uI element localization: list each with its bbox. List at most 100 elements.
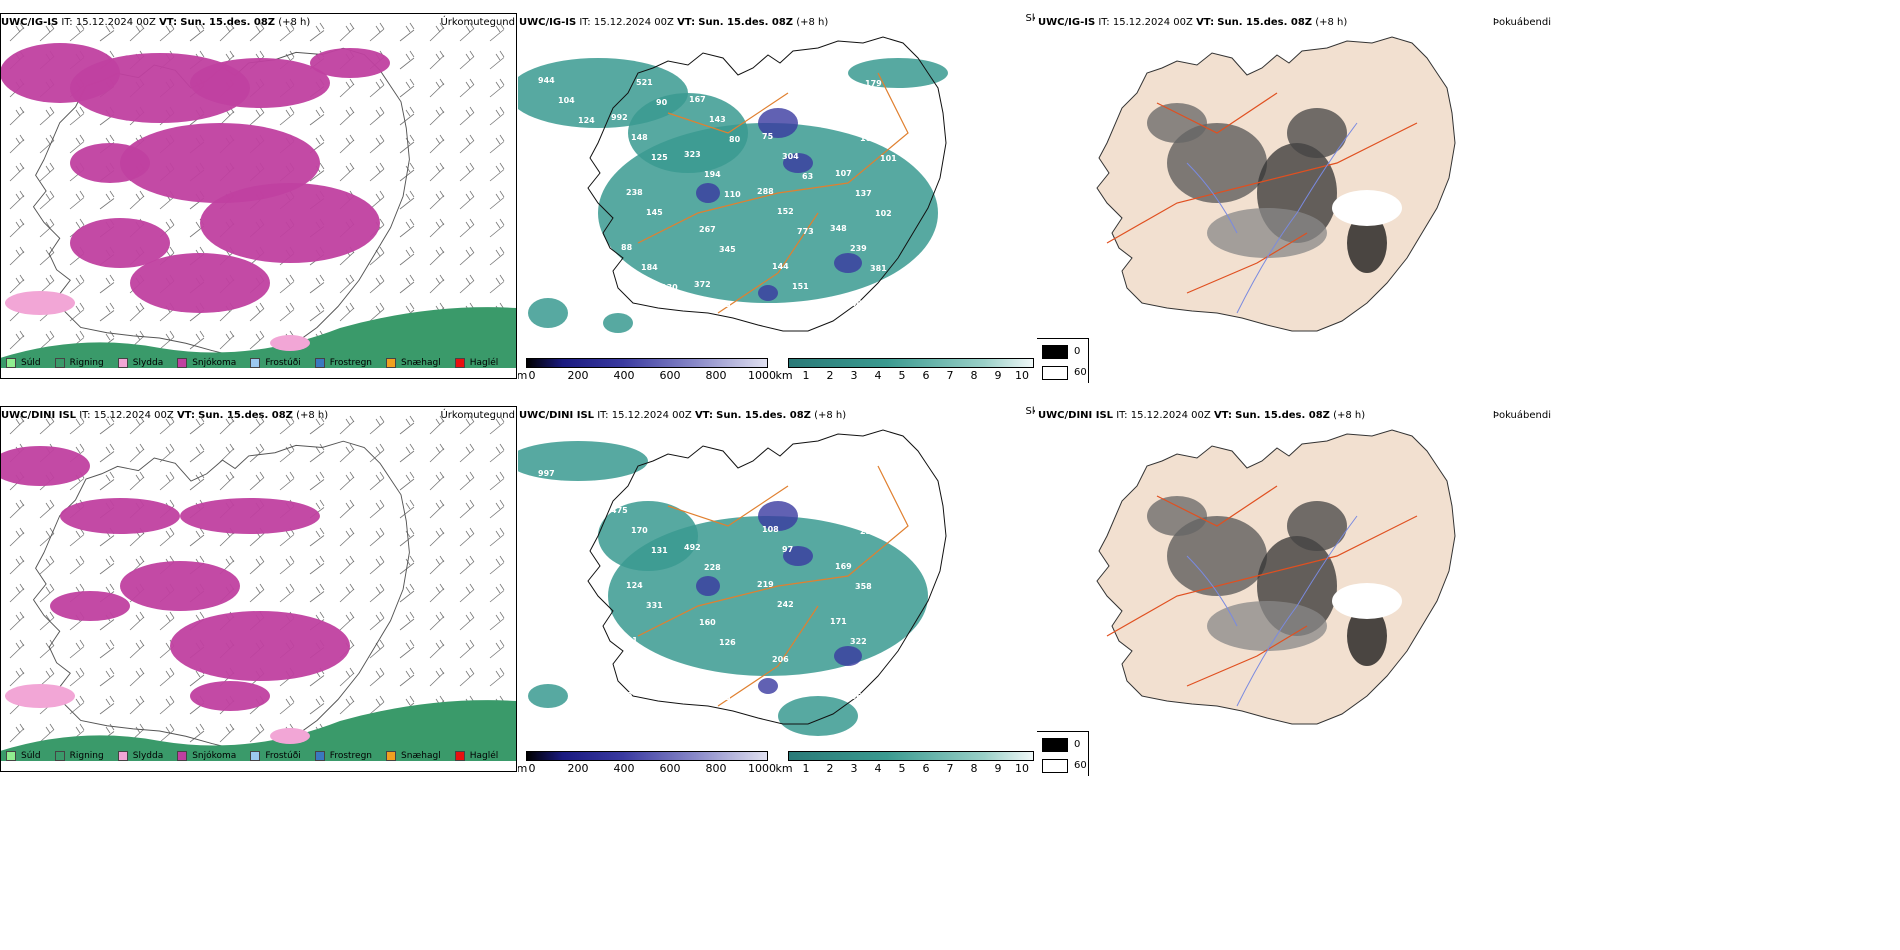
tick-label: 0 [528,762,536,775]
wind-barb [9,106,25,126]
wind-barb [489,162,505,182]
fog-area [1167,123,1267,203]
wind-barb [249,471,265,491]
visibility-value-label: 331 [621,636,638,645]
it-label: IT: [79,410,91,421]
visibility-value-label: 193 [578,509,595,518]
legend-item: Frostúði [250,751,301,761]
lead-time: (+8 h) [1315,17,1348,28]
map-canvas: 944 992 323 288 348 192 94 167 75 107 60 88 372 246 11… [518,36,948,333]
legend-label: Rigning [69,751,104,761]
lead-time: (+8 h) [814,410,847,421]
visibility-value-label: 143 [709,115,726,124]
visibility-value-label: 251 [636,471,653,480]
legend-swatch [177,358,188,368]
wind-barb [429,78,445,98]
fog-key-low: 60 [1074,760,1087,771]
wind-barb [429,499,445,519]
legend-label: Snæhagl [401,751,441,761]
visibility-value-label: 348 [830,224,847,233]
wind-barb [369,667,385,687]
model-name: UWC/IG-IS [1,17,59,28]
wind-barb [279,274,295,294]
map-canvas: 997 475 492 219 171 438 393 160 108 169 130 331 189 2… [518,429,947,736]
wind-barb [459,246,475,266]
wind-barb [309,274,325,294]
wind-barb [459,218,475,238]
visibility-unit: km [775,369,793,382]
visibility-value-label: 160 [689,488,706,497]
fog-key-dark [1042,738,1068,752]
visibility-value-label: 155 [714,300,731,309]
wind-barb [309,443,325,463]
visibility-value-label: 192 [543,261,560,270]
wind-barb [9,667,25,687]
wind-barb [459,471,475,491]
fog-key-light [1042,366,1068,380]
tick-label: 600 [659,762,681,775]
wind-barb [399,22,415,42]
wind-barb [399,246,415,266]
legend-label: Haglél [469,751,499,761]
visibility-value-label: 104 [558,96,575,105]
legend-swatch [6,358,16,368]
vt-value: Sun. 15.des. 08Z [698,17,794,28]
panel-title: Skyggni [1025,13,1035,24]
wind-barb [339,527,355,547]
wind-barb [369,499,385,519]
visibility-value-label: 124 [578,116,595,125]
visibility-value-label: 997 [538,469,555,478]
wind-barb [9,583,25,603]
wind-barb [69,415,85,435]
visibility-value-label: 166 [860,134,877,143]
wind-barb [399,274,415,294]
wind-barb [459,190,475,210]
visibility-colorbar [788,751,1034,761]
wind-barb [399,106,415,126]
road-network [637,72,909,314]
cloud-base-area [783,546,813,566]
panel-title: Úrkomutegund [440,17,515,28]
it-value: 15.12.2024 00Z [1112,17,1193,28]
wind-barb [489,667,505,687]
visibility-value-label: 148 [631,133,648,142]
wind-barb [39,611,55,631]
wind-barb [9,246,25,266]
fog-area [1347,606,1387,666]
wind-barb [309,471,325,491]
visibility-value-label: 130 [548,599,565,608]
wind-barb [339,274,355,294]
legend-item: Frostregn [314,751,372,761]
tick-label: 5 [898,369,906,382]
visibility-value-label: 381 [870,264,887,273]
visibility-value-label: 246 [767,77,784,86]
wind-barb [39,218,55,238]
wind-barb [339,415,355,435]
tick-label: 9 [994,762,1002,775]
wind-barb [369,555,385,575]
wind-barb [39,274,55,294]
legend-swatch [54,751,65,761]
wind-barb [279,555,295,575]
tick-label: 3 [850,762,858,775]
sleet-area [270,335,310,351]
visibility-value-label: 345 [719,245,736,254]
legend-swatch [454,358,465,368]
wind-barb [129,22,145,42]
snow-area [120,123,320,203]
map-canvas [1096,36,1456,332]
wind-barb [9,527,25,547]
wind-barb [279,302,295,322]
wind-barb [489,246,505,266]
tick-label: 1000 [748,369,776,382]
wind-barb [309,415,325,435]
road-network [637,465,909,707]
wind-barb [9,22,25,42]
visibility-value-label: 773 [797,227,814,236]
wind-barb [429,274,445,294]
wind-barb [249,22,265,42]
wind-barb [69,639,85,659]
wind-barb [339,471,355,491]
visibility-value-label: 169 [835,562,852,571]
legend-swatch [250,358,261,368]
